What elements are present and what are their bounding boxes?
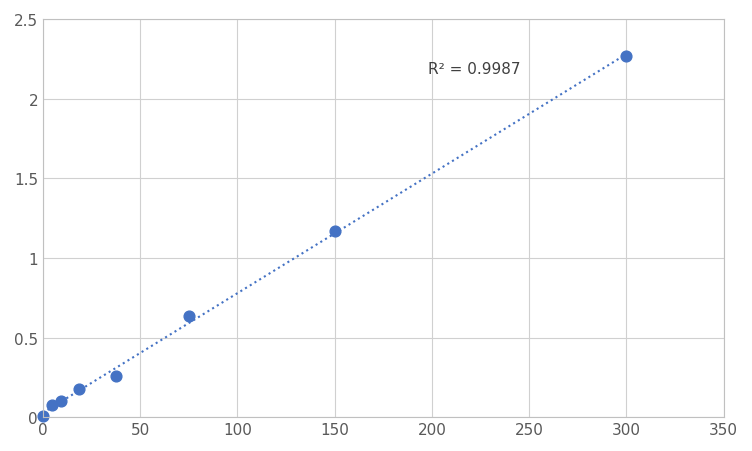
Point: [329, 228, 341, 235]
Point: [55, 397, 67, 405]
Point: [620, 53, 632, 60]
Point: [37, 413, 49, 420]
Point: [74, 386, 86, 393]
Point: [110, 373, 122, 380]
Text: R² = 0.9987: R² = 0.9987: [428, 62, 520, 77]
Point: [183, 313, 195, 320]
Point: [46, 402, 58, 409]
